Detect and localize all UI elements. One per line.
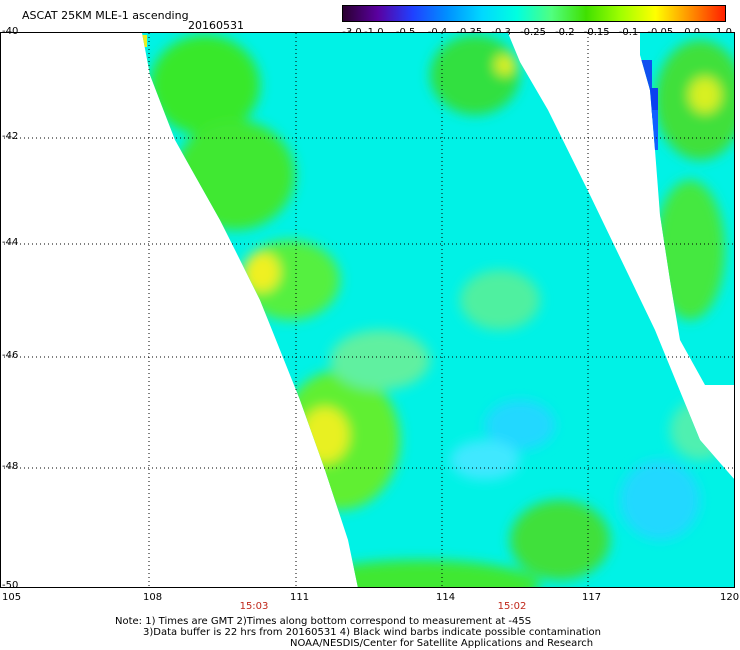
time-label-1503: 15:03 (239, 601, 269, 612)
lat-tick-40: -40 (2, 26, 19, 37)
lon-tick-120: 120 (720, 592, 740, 603)
lon-tick-105: 105 (2, 592, 22, 603)
lat-tick-50: -50 (2, 580, 19, 591)
map-title: ASCAT 25KM MLE-1 ascending (22, 9, 189, 22)
lat-tick-48: -48 (2, 461, 19, 472)
note-line-2: 3)Data buffer is 22 hrs from 20160531 4)… (143, 627, 601, 638)
lon-tick-117: 117 (582, 592, 602, 603)
lat-tick-46: -46 (2, 350, 19, 361)
time-label-1502: 15:02 (497, 601, 527, 612)
lon-tick-108: 108 (143, 592, 163, 603)
note-line-1: Note: 1) Times are GMT 2)Times along bot… (115, 616, 532, 627)
colorbar (342, 5, 726, 22)
lat-tick-42: -42 (2, 131, 19, 142)
lat-tick-44: -44 (2, 237, 19, 248)
map-date: 20160531 (188, 19, 244, 32)
lon-tick-114: 114 (436, 592, 456, 603)
map-frame (0, 32, 735, 588)
lon-tick-111: 111 (290, 592, 310, 603)
note-line-3: NOAA/NESDIS/Center for Satellite Applica… (290, 638, 594, 649)
gridlines (0, 33, 735, 588)
swath-field (142, 33, 735, 588)
